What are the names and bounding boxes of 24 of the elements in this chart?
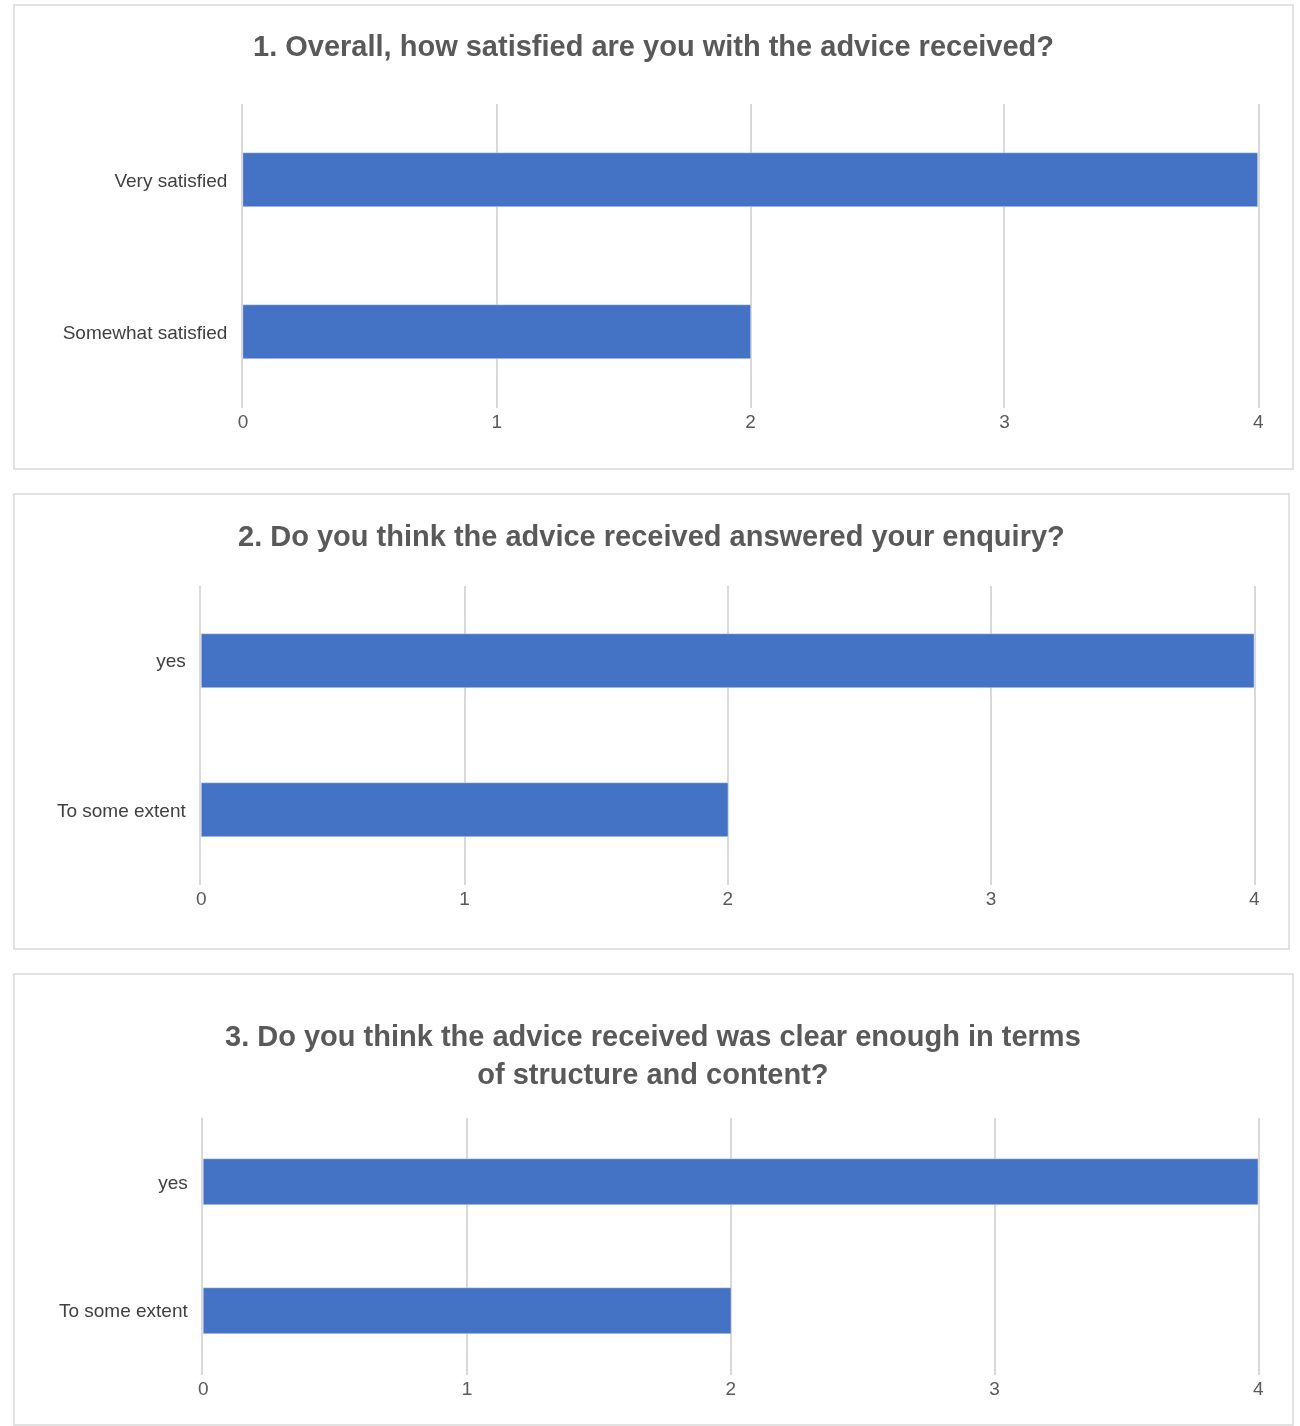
y-tick-label: Somewhat satisfied: [62, 321, 228, 343]
y-tick-label: yes: [156, 650, 186, 672]
chart-title: 2. Do you think the advice received answered your enquiry?: [238, 520, 1065, 552]
x-tick-label: 4: [1253, 1378, 1265, 1399]
x-tick-label: 4: [1253, 411, 1265, 432]
y-tick-label: To some extent: [58, 1300, 189, 1322]
x-tick-label: 0: [196, 888, 207, 909]
x-tick-label: 2: [722, 888, 734, 909]
y-tick-label: To some extent: [56, 799, 187, 821]
x-tick-label: 2: [725, 1378, 737, 1399]
x-tick-label: 0: [237, 411, 249, 432]
x-tick-label: 0: [198, 1378, 209, 1399]
chart-title: 1. Overall, how satisfied are you with the advice received?: [253, 30, 1055, 62]
x-tick-label: 1: [491, 411, 503, 432]
x-tick-label: 1: [461, 1378, 473, 1399]
x-tick-label: 4: [1249, 888, 1261, 909]
x-tick-label: 3: [999, 411, 1010, 432]
x-tick-label: 3: [989, 1378, 1000, 1399]
x-tick-label: 1: [459, 888, 470, 909]
x-tick-label: 3: [985, 888, 997, 909]
chart-title: 3. Do you think the advice received was clear enough in terms of structure and content?: [225, 1020, 1081, 1090]
y-tick-label: Very satisfied: [114, 169, 228, 191]
y-tick-label: yes: [158, 1171, 188, 1193]
x-tick-label: 2: [745, 411, 756, 432]
